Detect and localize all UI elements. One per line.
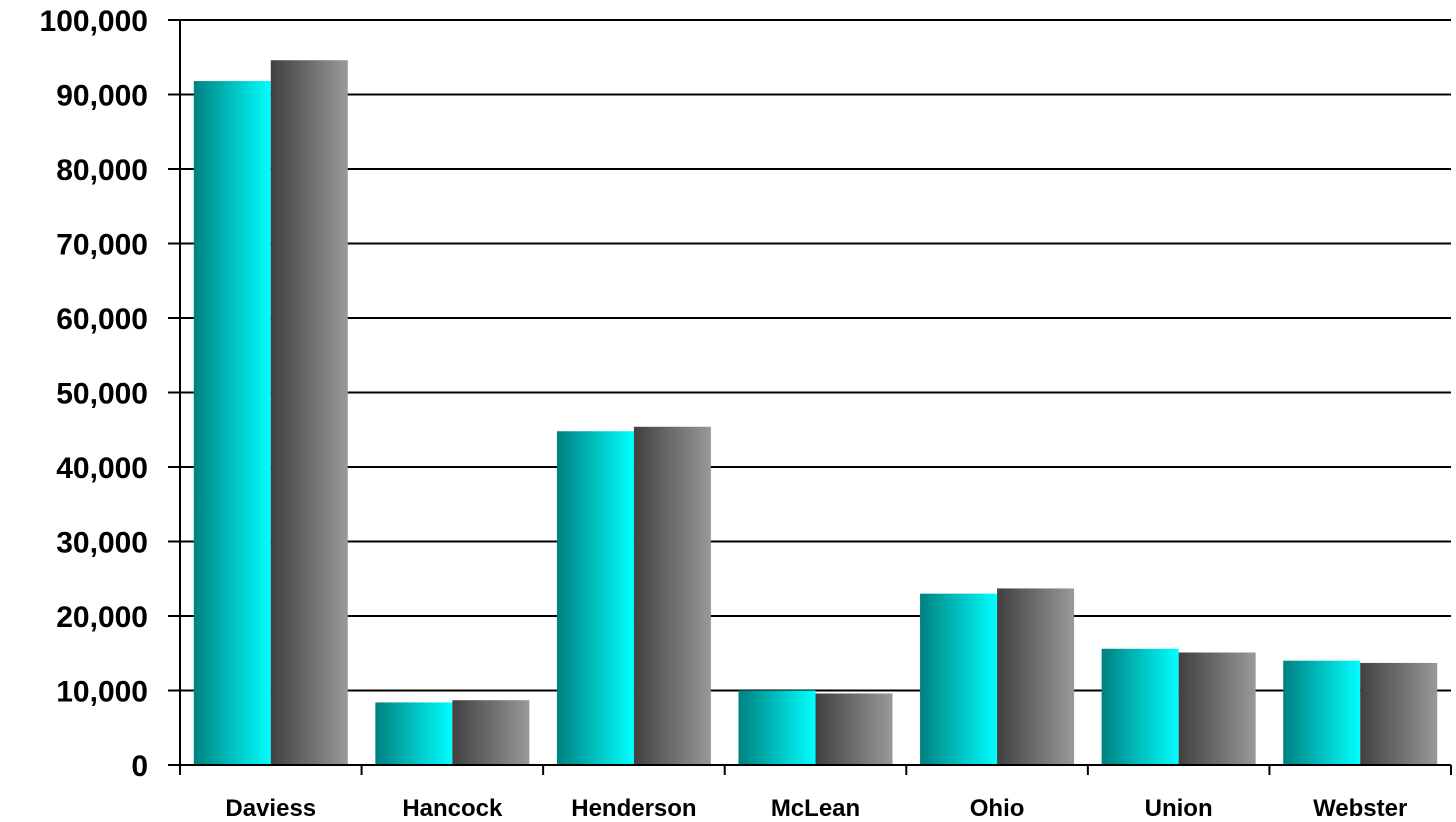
y-tick-label: 50,000 bbox=[56, 378, 148, 411]
x-tick-label: Hancock bbox=[402, 795, 503, 822]
gridlines bbox=[180, 19, 1451, 692]
bar-ohio-series-1 bbox=[920, 593, 998, 765]
x-tick-label: Webster bbox=[1313, 795, 1407, 822]
bar-hancock-series-2 bbox=[452, 700, 530, 765]
x-tick-label: Union bbox=[1145, 795, 1213, 822]
bar-webster-series-1 bbox=[1283, 660, 1361, 765]
bar-union-series-1 bbox=[1101, 648, 1179, 765]
bar-webster-series-2 bbox=[1360, 662, 1438, 765]
bar-mclean-series-2 bbox=[815, 693, 893, 765]
x-tick-label: Henderson bbox=[571, 795, 696, 822]
bar-ohio-series-2 bbox=[997, 588, 1075, 765]
bar-henderson-series-2 bbox=[633, 426, 711, 765]
y-tick-label: 10,000 bbox=[56, 676, 148, 709]
x-tick-label: McLean bbox=[771, 795, 860, 822]
y-tick-label: 60,000 bbox=[56, 303, 148, 336]
y-tick-label: 30,000 bbox=[56, 527, 148, 560]
y-tick-label: 100,000 bbox=[40, 5, 148, 38]
bars bbox=[193, 60, 1438, 766]
y-tick-label: 0 bbox=[131, 750, 148, 783]
bar-union-series-2 bbox=[1178, 652, 1256, 765]
bar-hancock-series-1 bbox=[375, 702, 453, 765]
bar-henderson-series-1 bbox=[556, 431, 634, 765]
bar-mclean-series-1 bbox=[738, 690, 816, 765]
bar-daviess-series-1 bbox=[193, 81, 271, 766]
axes bbox=[168, 19, 1452, 775]
y-tick-label: 20,000 bbox=[56, 601, 148, 634]
bar-daviess-series-2 bbox=[270, 60, 348, 766]
labels: 0 10,000 20,000 30,000 40,000 50,000 60,000 70,… bbox=[40, 5, 1408, 822]
y-tick-label: 70,000 bbox=[56, 229, 148, 262]
y-tick-label: 80,000 bbox=[56, 154, 148, 187]
x-tick-label: Ohio bbox=[970, 795, 1025, 822]
x-tick-label: Daviess bbox=[225, 795, 316, 822]
y-tick-label: 40,000 bbox=[56, 452, 148, 485]
y-tick-label: 90,000 bbox=[56, 80, 148, 113]
